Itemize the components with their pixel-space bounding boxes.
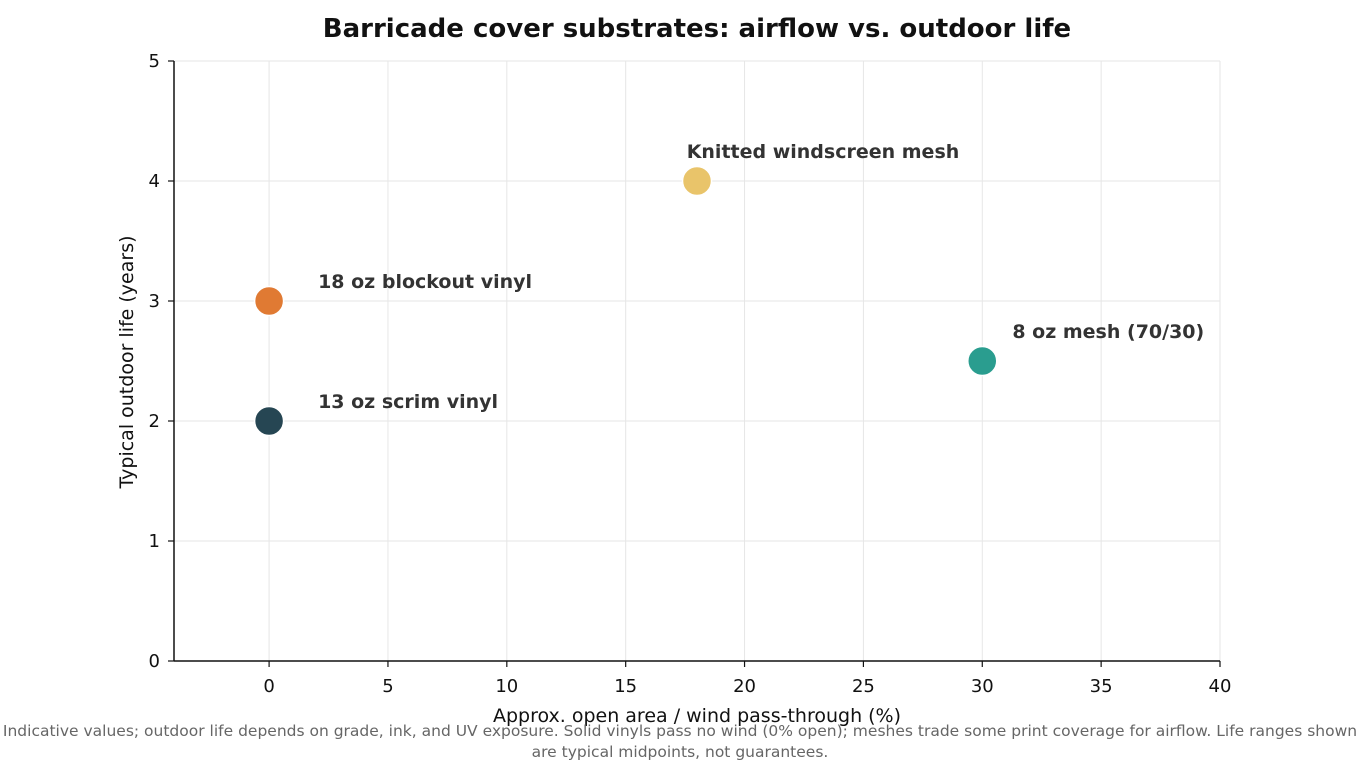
data-point: [967, 345, 998, 377]
y-tick-label: 1: [149, 531, 160, 552]
chart-title: Barricade cover substrates: airflow vs. …: [323, 14, 1071, 44]
y-axis-label: Typical outdoor life (years): [116, 235, 138, 489]
x-tick-label: 30: [971, 676, 994, 697]
y-tick-label: 5: [149, 51, 160, 72]
x-axis-label: Approx. open area / wind pass-through (%…: [493, 705, 901, 727]
x-tick-label: 20: [733, 676, 756, 697]
data-point: [681, 165, 713, 197]
x-tick-label: 5: [382, 676, 393, 697]
axes: [173, 61, 1220, 662]
x-tick-label: 0: [263, 676, 274, 697]
ticks: 0 5 10 15 20 25 30 35 40 0 1 2 3 4 5: [149, 51, 1232, 697]
y-tick-label: 3: [149, 291, 160, 312]
x-tick-label: 40: [1209, 676, 1232, 697]
footnote: Indicative values; outdoor life depends …: [2, 722, 1358, 761]
y-tick-label: 2: [149, 411, 160, 432]
x-tick-label: 35: [1090, 676, 1113, 697]
y-tick-label: 4: [149, 171, 160, 192]
x-tick-label: 15: [614, 676, 637, 697]
data-point-label: Knitted windscreen mesh: [687, 141, 960, 163]
data-point: [253, 285, 285, 317]
x-tick-label: 25: [852, 676, 875, 697]
data-point: [253, 405, 285, 437]
y-tick-label: 0: [149, 651, 160, 672]
data-point-label: 8 oz mesh (70/30): [1012, 321, 1204, 343]
data-point-label: 18 oz blockout vinyl: [318, 271, 532, 293]
x-tick-label: 10: [495, 676, 518, 697]
data-points: 18 oz blockout vinyl 13 oz scrim vinyl Kni…: [253, 141, 1204, 437]
data-point-label: 13 oz scrim vinyl: [318, 391, 498, 413]
